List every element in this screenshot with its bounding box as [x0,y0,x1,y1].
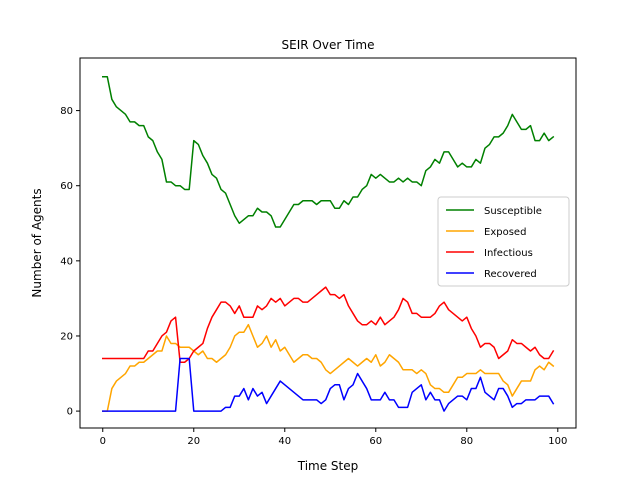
legend: Susceptible Exposed Infectious Recovered [437,196,570,287]
y-tick-label: 80 [60,106,73,117]
legend-box [437,196,570,287]
x-tick-label: 80 [460,436,473,447]
y-tick-label: 60 [60,181,73,192]
tick-layer: 0 20 40 60 80 100 0 20 40 60 80 [60,106,567,447]
x-tick-label: 20 [187,436,200,447]
x-axis-label: Time Step [297,459,359,473]
legend-label-infectious: Infectious [484,248,533,259]
y-tick-label: 0 [67,407,73,418]
legend-label-exposed: Exposed [484,227,526,238]
x-tick-label: 0 [100,436,106,447]
series-line-susceptible [102,76,555,228]
legend-label-susceptible: Susceptible [484,206,542,217]
x-tick-label: 40 [278,436,291,447]
legend-label-recovered: Recovered [484,269,537,280]
y-tick-label: 20 [60,331,73,342]
y-axis-label: Number of Agents [30,188,44,297]
series-line-infectious [102,286,555,364]
x-tick-label: 60 [369,436,382,447]
series-layer [102,76,555,412]
chart-title: SEIR Over Time [282,38,375,52]
y-tick-label: 40 [60,256,73,267]
x-tick-label: 100 [548,436,567,447]
series-line-recovered [102,357,555,412]
plot-frame [79,57,577,429]
